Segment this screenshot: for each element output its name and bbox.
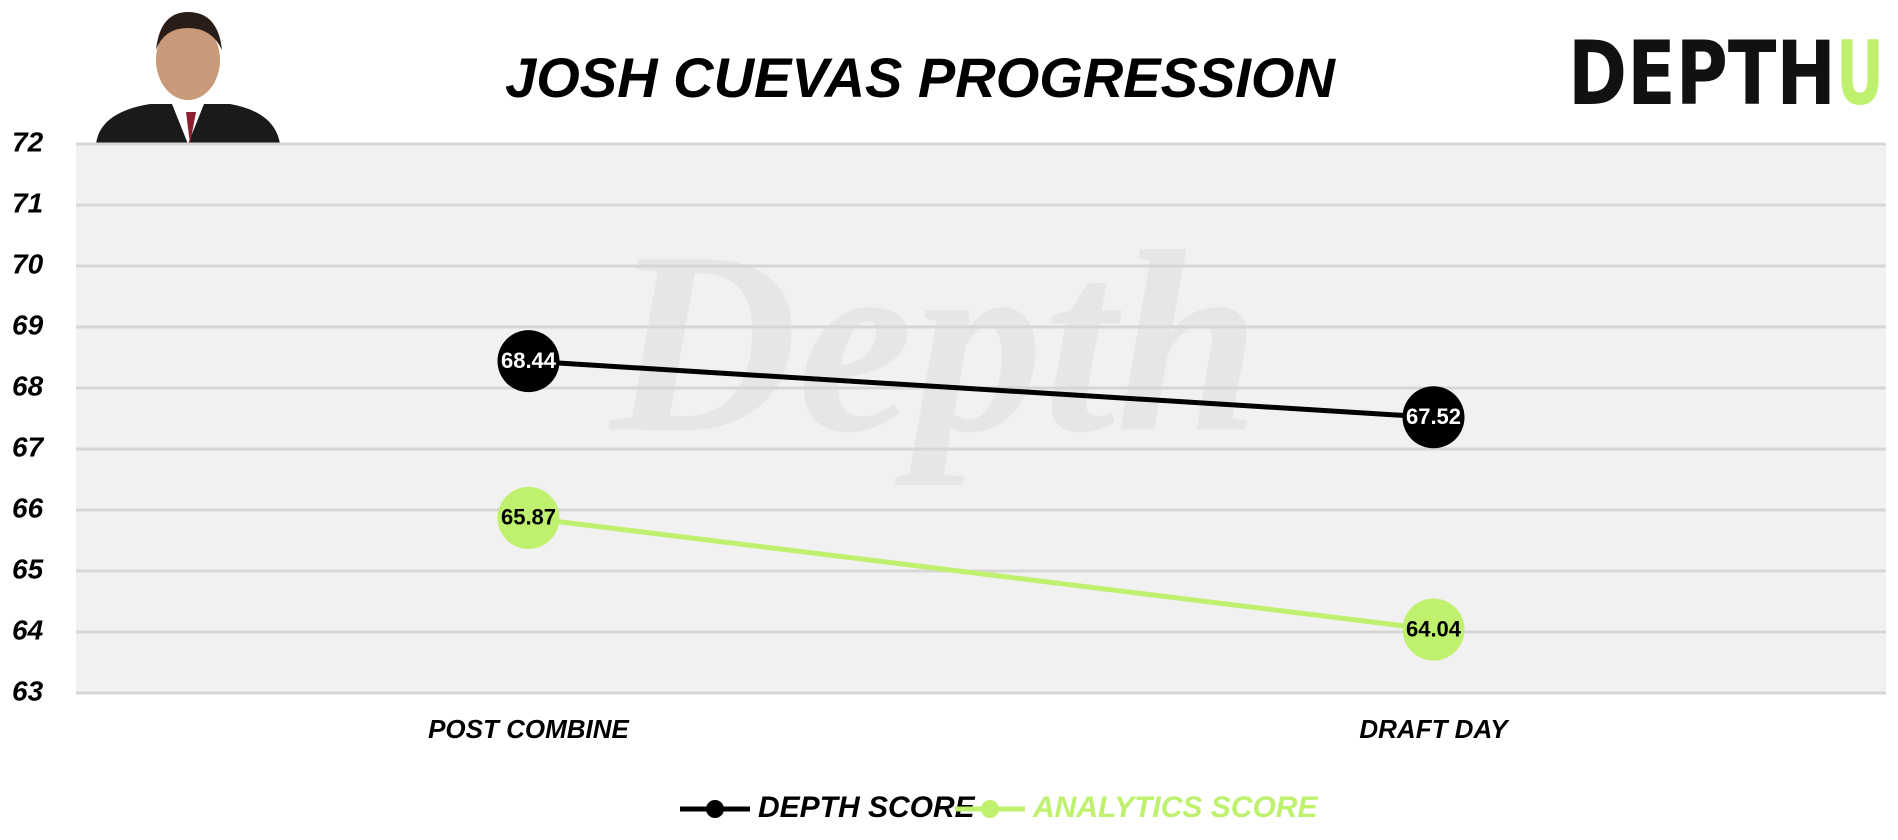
y-tick-label: 69 (12, 309, 44, 340)
data-point (1402, 386, 1465, 449)
y-tick-label: 67 (12, 431, 45, 462)
data-point (497, 486, 560, 549)
x-tick-label: DRAFT DAY (1359, 714, 1510, 744)
logo-main: DEPTH (1568, 22, 1836, 125)
data-label: 68.44 (501, 348, 557, 373)
y-tick-label: 63 (12, 675, 44, 706)
y-tick-label: 70 (12, 248, 44, 279)
logo-accent: U (1836, 22, 1884, 125)
y-tick-label: 65 (12, 553, 44, 584)
data-label: 64.04 (1406, 616, 1462, 641)
x-tick-label: POST COMBINE (428, 714, 629, 744)
plot-area (76, 144, 1886, 693)
legend-label: DEPTH SCORE (758, 791, 976, 824)
legend-marker (706, 800, 724, 818)
y-tick-label: 66 (12, 492, 44, 523)
data-label: 67.52 (1406, 404, 1461, 429)
data-label: 65.87 (501, 505, 556, 530)
data-point (1402, 598, 1465, 661)
series-line (528, 358, 1434, 420)
legend-marker (981, 800, 999, 818)
player-photo (96, 12, 280, 144)
chart-title: JOSH CUEVAS PROGRESSION (505, 46, 1336, 109)
legend-label: ANALYTICS SCORE (1032, 791, 1318, 824)
logo: DEPTH U (1568, 22, 1884, 125)
watermark: Depth (606, 199, 1260, 487)
y-tick-label: 68 (12, 370, 44, 401)
y-tick-label: 71 (12, 187, 43, 218)
data-point (497, 330, 560, 393)
y-tick-label: 64 (12, 614, 44, 645)
series-line (528, 515, 1434, 633)
y-tick-label: 72 (12, 126, 44, 157)
